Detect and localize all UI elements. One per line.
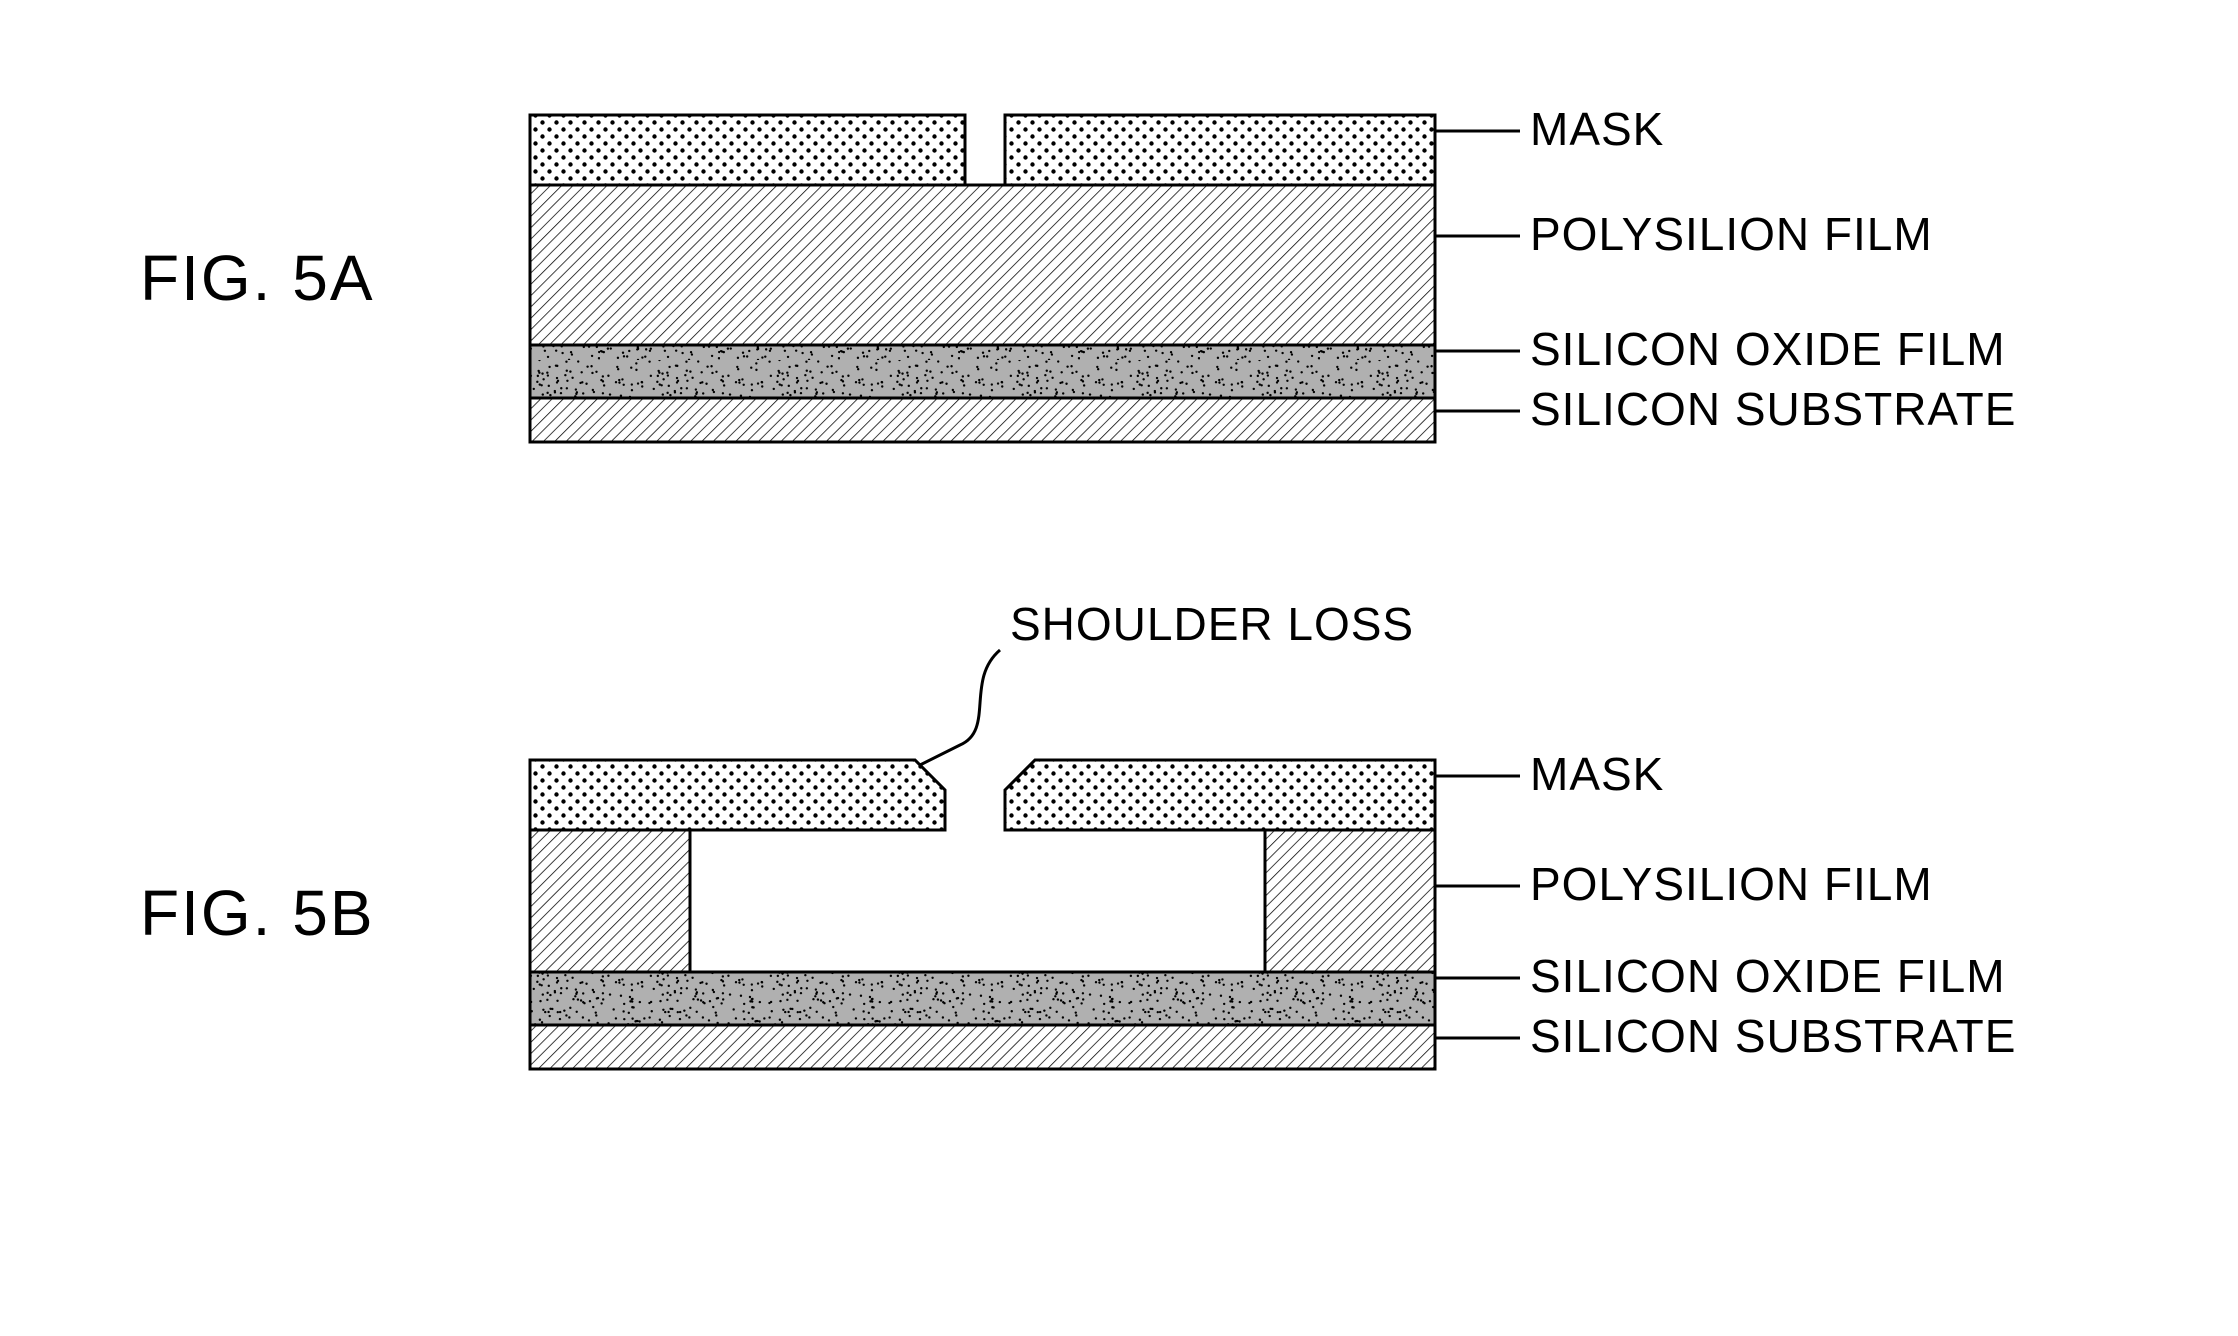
fig-b-sub-label: SILICON SUBSTRATE bbox=[1530, 1010, 2016, 1062]
shoulder-leader bbox=[920, 650, 1000, 765]
fig-a-poly bbox=[530, 185, 1435, 345]
fig-b-poly-right bbox=[1265, 830, 1435, 972]
fig-b-poly-left bbox=[530, 830, 690, 972]
fig-b-sub bbox=[530, 1025, 1435, 1069]
fig-a-oxide bbox=[530, 345, 1435, 398]
fig-a-sub bbox=[530, 398, 1435, 442]
fig-b-mask-right bbox=[1005, 760, 1435, 830]
fig-b-poly-label: POLYSILION FILM bbox=[1530, 858, 1933, 910]
shoulder-loss-label: SHOULDER LOSS bbox=[1010, 598, 1414, 650]
fig-b-label: FIG. 5B bbox=[140, 877, 375, 949]
fig-a-mask-right bbox=[1005, 115, 1435, 185]
fig-b-oxide bbox=[530, 972, 1435, 1025]
fig-a-mask-label: MASK bbox=[1530, 103, 1664, 155]
fig-b-mask-label: MASK bbox=[1530, 748, 1664, 800]
fig-b-mask-left bbox=[530, 760, 945, 830]
fig-a-label: FIG. 5A bbox=[140, 242, 375, 314]
fig-a-poly-label: POLYSILION FILM bbox=[1530, 208, 1933, 260]
fig-b-oxide-label: SILICON OXIDE FILM bbox=[1530, 950, 2006, 1002]
fig-a-mask-left bbox=[530, 115, 965, 185]
fig-a-oxide-label: SILICON OXIDE FILM bbox=[1530, 323, 2006, 375]
fig-a-sub-label: SILICON SUBSTRATE bbox=[1530, 383, 2016, 435]
